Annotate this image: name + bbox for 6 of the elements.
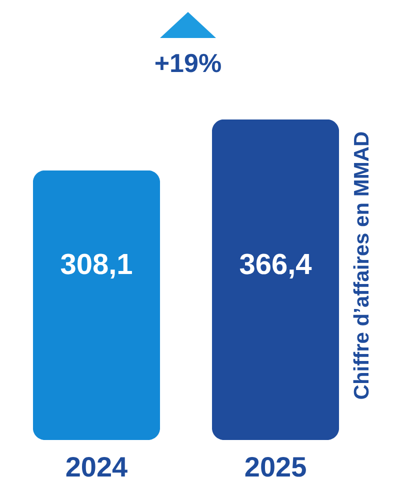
data-label: 366,4 [239, 249, 312, 281]
x-tick-label: 2024 [65, 452, 128, 482]
x-tick-label: 2025 [244, 452, 307, 482]
y-axis-title: Chiffre d’affaires en MMAD [350, 131, 374, 400]
text: +19% [153, 48, 223, 79]
data-label: 308,1 [60, 249, 133, 281]
